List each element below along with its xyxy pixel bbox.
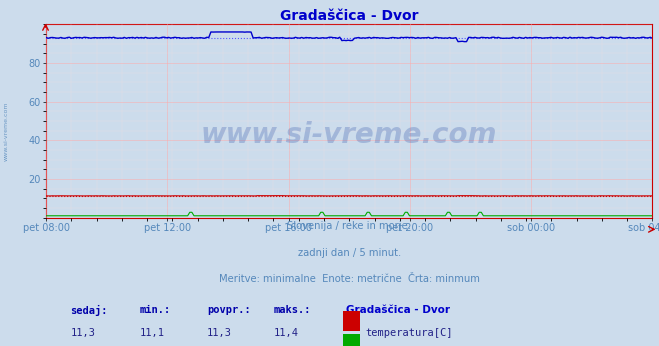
Text: povpr.:: povpr.: [207,305,250,315]
Text: zadnji dan / 5 minut.: zadnji dan / 5 minut. [298,248,401,258]
Text: min.:: min.: [140,305,171,315]
Text: 11,3: 11,3 [207,328,232,338]
Bar [343,311,360,331]
Text: Meritve: minimalne  Enote: metrične  Črta: minmum: Meritve: minimalne Enote: metrične Črta:… [219,274,480,284]
Text: www.si-vreme.com: www.si-vreme.com [3,102,9,161]
Text: Gradaščica - Dvor: Gradaščica - Dvor [346,305,450,315]
Text: 11,4: 11,4 [273,328,299,338]
Text: www.si-vreme.com: www.si-vreme.com [201,120,498,148]
Text: 11,3: 11,3 [71,328,96,338]
Title: Gradaščica - Dvor: Gradaščica - Dvor [280,9,418,23]
Text: maks.:: maks.: [273,305,311,315]
Text: temperatura[C]: temperatura[C] [366,328,453,338]
Text: sedaj:: sedaj: [71,305,108,316]
Text: Slovenija / reke in morje.: Slovenija / reke in morje. [287,221,411,231]
Text: 11,1: 11,1 [140,328,165,338]
Bar [343,335,360,346]
